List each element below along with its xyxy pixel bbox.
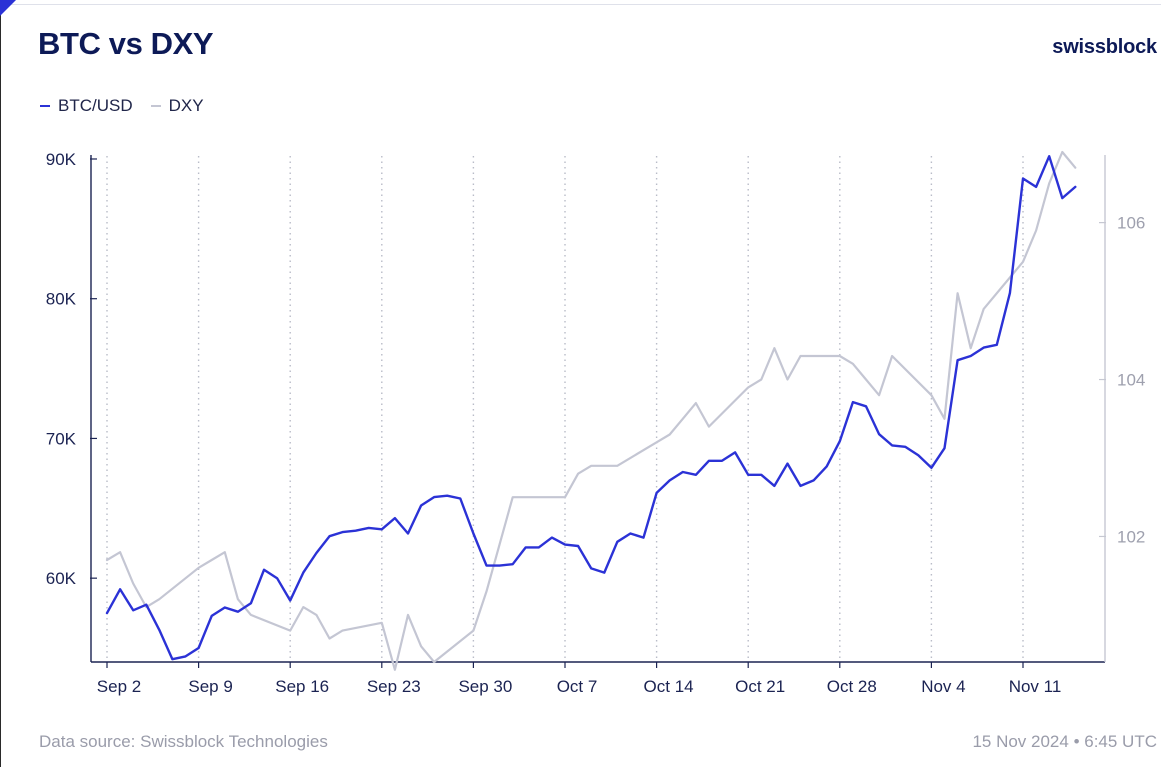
x-tick-label: Sep 23	[367, 677, 421, 696]
x-tick-label: Oct 7	[557, 677, 598, 696]
y-right-tick-label: 104	[1117, 371, 1145, 390]
x-tick-label: Nov 4	[921, 677, 965, 696]
y-right-tick-label: 106	[1117, 214, 1145, 233]
x-tick-label: Oct 21	[735, 677, 785, 696]
chart-title: BTC vs DXY	[38, 26, 214, 61]
legend-swatch-btc	[40, 105, 50, 107]
timestamp: 15 Nov 2024 • 6:45 UTC	[972, 732, 1157, 751]
axes-layer	[90, 155, 1106, 668]
legend: BTC/USD DXY	[40, 96, 222, 116]
legend-swatch-dxy	[150, 105, 161, 107]
x-tick-label: Oct 28	[827, 677, 877, 696]
left-divider	[0, 0, 1, 767]
x-tick-label: Sep 16	[275, 677, 329, 696]
legend-item-btc[interactable]: BTC/USD	[40, 96, 133, 116]
data-source: Data source: Swissblock Technologies	[39, 732, 328, 751]
x-tick-label: Sep 30	[458, 677, 512, 696]
series-line-dxy	[105, 150, 1077, 671]
legend-label-dxy: DXY	[168, 96, 204, 115]
y-left-tick-label: 80K	[46, 290, 77, 309]
x-tick-label: Sep 2	[97, 677, 141, 696]
y-right-tick-label: 102	[1117, 527, 1145, 546]
x-tick-label: Oct 14	[644, 677, 694, 696]
y-left-tick-label: 60K	[46, 569, 77, 588]
series-line-btc-usd	[105, 154, 1077, 661]
grid-layer	[106, 156, 1024, 662]
top-divider	[0, 4, 1161, 5]
y-left-tick-label: 70K	[46, 429, 77, 448]
x-tick-label: Nov 11	[1009, 677, 1062, 696]
brand-logo: swissblock	[1052, 36, 1157, 58]
series-layer	[105, 150, 1077, 671]
x-tick-label: Sep 9	[188, 677, 232, 696]
legend-label-btc: BTC/USD	[58, 96, 133, 115]
y-left-tick-label: 90K	[46, 150, 77, 169]
corner-accent	[0, 0, 16, 16]
ticks-layer: Sep 2 Sep 9 Sep 16 Sep 23 Sep 30 Oct 7 Oct 14 O…	[46, 150, 1146, 696]
legend-item-dxy[interactable]: DXY	[150, 96, 204, 116]
